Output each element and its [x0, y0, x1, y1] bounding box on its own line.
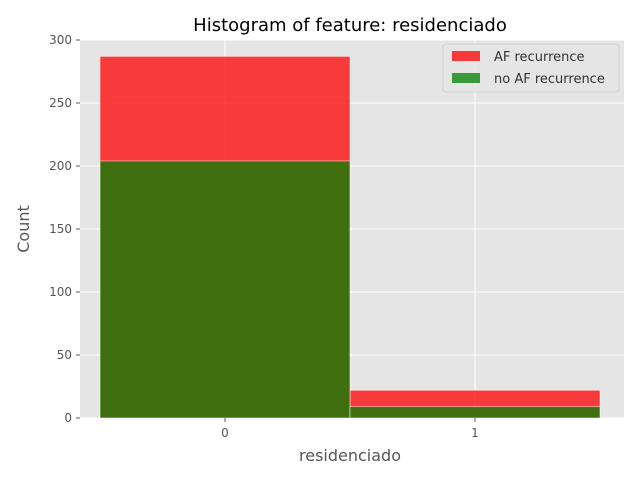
legend-swatch-af-recurrence [452, 51, 480, 61]
x-tick-label: 1 [471, 426, 479, 440]
bar-no-af-recurrence-0 [99, 160, 351, 419]
y-tick-label: 150 [49, 222, 72, 236]
y-tick-label: 250 [49, 96, 72, 110]
y-tick-label: 300 [49, 33, 72, 47]
x-tick-label: 0 [221, 426, 229, 440]
chart-title: Histogram of feature: residenciado [193, 15, 507, 36]
legend: AF recurrence no AF recurrence [442, 43, 620, 93]
x-axis-label: residenciado [299, 446, 401, 465]
y-tick-label: 0 [64, 411, 72, 425]
y-tick-label: 200 [49, 159, 72, 173]
y-axis-label: Count [14, 205, 33, 253]
legend-label-no-af-recurrence: no AF recurrence [494, 72, 605, 87]
bar-no-af-recurrence-1 [349, 406, 601, 419]
legend-swatch-no-af-recurrence [452, 73, 480, 83]
y-tick-label: 50 [57, 348, 72, 362]
legend-box [442, 43, 620, 93]
y-axis-ticks: 0 50 100 150 200 250 300 [49, 33, 80, 425]
bars [99, 55, 601, 419]
legend-label-af-recurrence: AF recurrence [494, 50, 585, 65]
y-tick-label: 100 [49, 285, 72, 299]
